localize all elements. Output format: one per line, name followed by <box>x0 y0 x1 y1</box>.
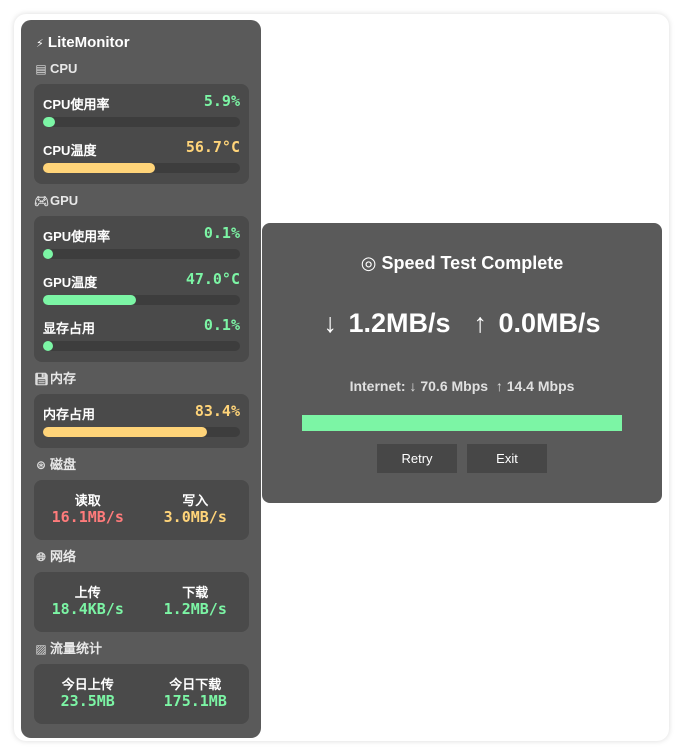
exit-button[interactable]: Exit <box>467 444 547 473</box>
internet-speed: Internet: ↓ 70.6 Mbps ↑ 14.4 Mbps <box>349 378 575 394</box>
disk-icon: ⊛ <box>35 457 47 472</box>
monitor-panel: ⚡ LiteMonitor ▤ CPU CPU使用率 5.9% CPU温度 56.7°… <box>21 20 261 738</box>
globe-icon: 🌐︎ <box>36 549 46 564</box>
vram-bar <box>43 341 53 351</box>
gpu-section: 🎮︎ GPU GPU使用率 0.1% GPU温度 47.0°C 显存占用 0.1% <box>34 194 249 362</box>
cpu-section: ▤ CPU CPU使用率 5.9% CPU温度 56.7°C <box>34 62 249 184</box>
floppy-icon: 💾︎ <box>34 371 50 386</box>
computer-icon: ▤ <box>35 61 47 76</box>
cpu-usage-row: CPU使用率 5.9% <box>43 92 240 138</box>
gpu-temp-row: GPU温度 47.0°C <box>43 270 240 316</box>
memory-section: 💾︎ 内存 内存占用 83.4% <box>34 372 249 448</box>
app-title: ⚡ LiteMonitor <box>36 34 130 51</box>
speed-test-dialog: ◎ Speed Test Complete ↓ 1.2MB/s ↑ 0.0MB/… <box>262 223 662 503</box>
network-section: 🌐︎ 网络 上传 18.4KB/s 下载 1.2MB/s <box>34 550 249 632</box>
speed-result: ↓ 1.2MB/s ↑ 0.0MB/s <box>323 308 601 338</box>
disk-section: ⊛ 磁盘 读取 16.1MB/s 写入 3.0MB/s <box>34 458 249 540</box>
memory-usage-bar <box>43 427 208 437</box>
lightning-icon: ⚡ <box>36 38 44 50</box>
gamepad-icon: 🎮︎ <box>34 193 50 208</box>
chart-icon: ▨ <box>35 641 47 656</box>
gpu-temp-bar <box>43 295 136 305</box>
gpu-usage-bar <box>43 249 53 259</box>
dialog-title: ◎ Speed Test Complete <box>360 253 564 273</box>
vram-row: 显存占用 0.1% <box>43 316 240 362</box>
traffic-section: ▨ 流量统计 今日上传 23.5MB 今日下载 175.1MB <box>34 642 249 724</box>
memory-usage-row: 内存占用 83.4% <box>43 402 240 448</box>
cpu-temp-bar <box>43 163 155 173</box>
progress-bar <box>302 415 622 431</box>
cpu-temp-row: CPU温度 56.7°C <box>43 138 240 184</box>
target-icon: ◎ <box>360 253 377 273</box>
retry-button[interactable]: Retry <box>377 444 457 473</box>
cpu-usage-bar <box>43 117 55 127</box>
gpu-usage-row: GPU使用率 0.1% <box>43 224 240 270</box>
